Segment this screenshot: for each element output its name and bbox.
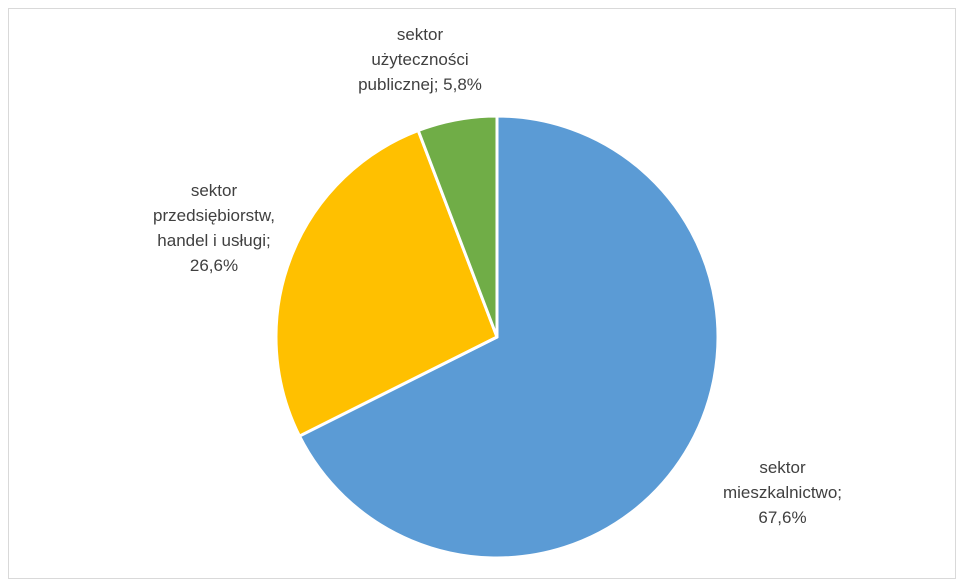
slice-label-line: sektor [759, 458, 806, 477]
slice-label-line: użyteczności [371, 50, 469, 69]
pie-slice-mieszkalnictwo[interactable] [297, 114, 720, 560]
pie-slice-przedsiebiorstwa[interactable] [274, 129, 499, 438]
slice-label-line: mieszkalnictwo; [722, 483, 843, 502]
slice-label-line: przedsiębiorstw, [153, 206, 275, 225]
slice-label-uzytecznosci-publicznej: sektor użyteczności publicznej; 5,8% [320, 22, 520, 97]
slice-label-mieszkalnictwo: sektor mieszkalnictwo; 67,6% [700, 455, 865, 530]
pie-slice-uzytecznosci-publicznej[interactable] [416, 114, 499, 339]
slice-label-line: handel i usługi; [157, 231, 271, 250]
slice-label-line: 67,6% [758, 508, 807, 527]
slice-label-line: sektor [190, 181, 238, 200]
slice-label-line: publicznej; 5,8% [358, 75, 482, 94]
slice-label-line: 26,6% [189, 256, 239, 275]
slice-label-line: sektor [396, 25, 444, 44]
slice-label-przedsiebiorstwa: sektor przedsiębiorstw, handel i usługi;… [114, 178, 314, 278]
